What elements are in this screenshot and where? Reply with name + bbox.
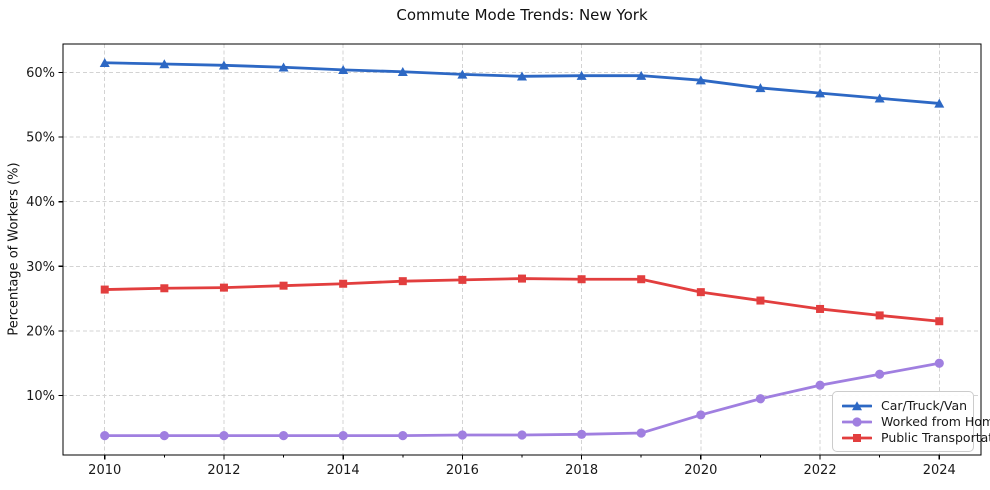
series-car-truck-van bbox=[99, 57, 945, 108]
legend-label: Public Transportation bbox=[881, 430, 990, 445]
y-axis: 10% 20% 30% 40% 50% 60% bbox=[26, 66, 63, 404]
chart-title: Commute Mode Trends: New York bbox=[396, 6, 648, 24]
series-public-transportation bbox=[100, 274, 944, 326]
legend-triangle-icon bbox=[842, 400, 872, 410]
y-tick-label: 40% bbox=[26, 195, 55, 210]
series-worked-from-home bbox=[100, 358, 944, 441]
legend-item-worked-from-home: Worked from Home bbox=[842, 414, 990, 429]
y-tick-label: 20% bbox=[26, 324, 55, 339]
y-tick-label: 60% bbox=[26, 66, 55, 81]
x-tick-label: 2024 bbox=[923, 463, 956, 478]
x-tick-label: 2010 bbox=[88, 463, 121, 478]
legend: Car/Truck/Van Worked from Home Public Tran… bbox=[832, 391, 990, 452]
y-tick-label: 10% bbox=[26, 389, 55, 404]
x-tick-label: 2018 bbox=[565, 463, 598, 478]
x-tick-label: 2020 bbox=[684, 463, 717, 478]
legend-circle-icon bbox=[842, 416, 872, 427]
x-tick-label: 2012 bbox=[207, 463, 240, 478]
x-tick-label: 2016 bbox=[446, 463, 479, 478]
legend-item-public-transportation: Public Transportation bbox=[842, 430, 990, 445]
y-tick-label: 50% bbox=[26, 131, 55, 146]
legend-item-car-truck-van: Car/Truck/Van bbox=[842, 398, 968, 413]
x-tick-label: 2014 bbox=[327, 463, 360, 478]
y-tick-label: 30% bbox=[26, 260, 55, 275]
legend-label: Worked from Home bbox=[881, 414, 990, 429]
legend-label: Car/Truck/Van bbox=[881, 398, 968, 413]
x-axis: 2010 2012 2014 2016 2018 2020 2022 2024 bbox=[88, 455, 956, 478]
x-tick-label: 2022 bbox=[804, 463, 837, 478]
legend-square-icon bbox=[842, 433, 872, 442]
